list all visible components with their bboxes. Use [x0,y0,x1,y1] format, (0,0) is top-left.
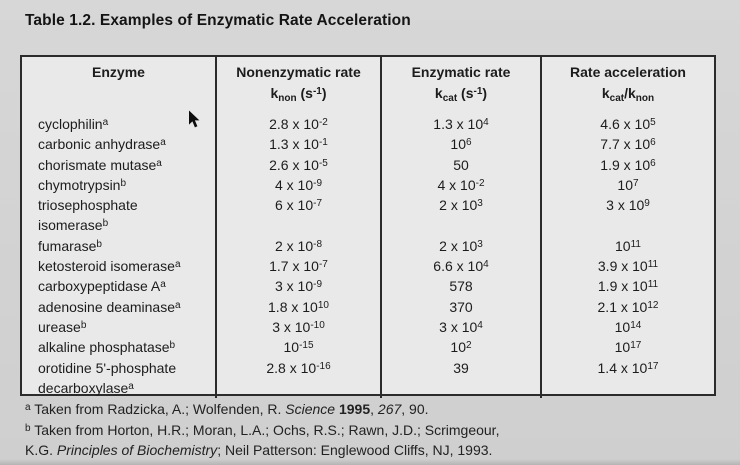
table-cell: 4 x 10-2 [437,176,485,193]
column-nonenzymatic-rate: Nonenzymatic rate knon (s-1) 2.8 x 10-2 1… [215,57,380,399]
table-cell [217,215,380,235]
column-nonenzymatic-rate-body: 2.8 x 10-2 1.3 x 10-1 2.6 x 10-5 4 x 10-9 6 … [217,103,380,398]
table-cell-enzyme: fumaraseb [38,237,102,254]
table-cell-enzyme: chorismate mutasea [38,156,162,173]
column-header-nonenzymatic-rate: Nonenzymatic rate knon (s-1) [217,57,380,103]
table-cell: 1.9 x 106 [600,156,656,173]
video-bottom-edge [0,459,740,465]
table-cell: 1.8 x 1010 [268,298,329,315]
footnotes: a Taken from Radzicka, A.; Wolfenden, R.… [25,399,725,461]
table-cell-enzyme: orotidine 5'-phosphate [38,359,177,376]
table-cell: 6.6 x 104 [433,258,489,275]
table-cell: 1.3 x 10-1 [269,136,328,153]
table-cell: 7.7 x 106 [600,136,656,153]
table-cell: 578 [449,278,473,295]
table-cell-enzyme: ketosteroid isomerasea [38,258,181,275]
table-cell-enzyme: carboxypeptidase Aa [38,278,166,295]
table-cell: 3 x 104 [439,318,483,335]
table-cell: 102 [450,339,472,356]
table-cell-enzyme: alkaline phosphataseb [38,339,176,356]
column-rate-acceleration: Rate acceleration kcat/knon 4.6 x 105 7.7… [540,57,714,399]
table-cell: 106 [450,136,472,153]
table-cell: 107 [617,176,639,193]
table-cell: 1017 [614,339,642,356]
table-cell: 6 x 10-7 [274,197,323,214]
column-header-enzymatic-rate-title: Enzymatic rate [411,64,511,80]
table-cell: 1.3 x 104 [433,116,489,132]
table-cell: 4 x 10-9 [274,176,323,193]
table-cell: 39 [453,359,469,376]
table-cell: 10-15 [283,339,314,356]
table-cell-enzyme: chymotrypsinb [38,176,127,193]
column-rate-acceleration-body: 4.6 x 105 7.7 x 106 1.9 x 106 107 3 x 109 10… [542,103,714,398]
table-cell: 50 [453,156,469,173]
column-enzyme: Enzyme cyclophilina carbonic anhydrasea ch… [22,57,215,398]
table-cell: 2.8 x 10-16 [266,359,331,376]
column-header-enzymatic-rate-sub: kcat (s-1) [434,84,488,104]
column-header-nonenzymatic-rate-sub: knon (s-1) [270,84,327,104]
table-cell: 2.8 x 10-2 [269,116,328,132]
table-cell-enzyme: cyclophilina [38,116,109,132]
table-cell: 2.1 x 1012 [597,298,659,315]
table-cell: 1014 [614,318,642,335]
page-title: Table 1.2. Examples of Enzymatic Rate Ac… [25,12,411,29]
table-cell: 2 x 10-8 [274,237,323,254]
column-header-rate-acceleration-title: Rate acceleration [570,64,686,80]
table-cell: 3.9 x 1011 [597,258,659,275]
column-enzymatic-rate-body: 1.3 x 104 106 50 4 x 10-2 2 x 103 2 x 103 6.6… [382,103,540,398]
column-header-rate-acceleration-sub: kcat/knon [601,84,655,104]
table-cell-enzyme: decarboxylasea [38,379,134,396]
data-table: Enzyme cyclophilina carbonic anhydrasea ch… [20,55,716,399]
table-cell: 3 x 109 [606,197,650,214]
column-header-enzyme: Enzyme [22,57,215,103]
table-cell: 2 x 103 [439,197,483,214]
footnote-a: a Taken from Radzicka, A.; Wolfenden, R.… [25,401,429,417]
table-cell-enzyme: carbonic anhydrasea [38,136,166,153]
table-cell: 1011 [615,237,641,254]
table-cell: 2 x 103 [439,237,483,254]
table-cell: 3 x 10-10 [272,318,325,335]
footnote-b-line2: K.G. Principles of Biochemistry; Neil Pa… [25,442,493,458]
table-cell [382,215,540,235]
column-header-enzyme-sub [22,83,215,104]
column-enzyme-body: cyclophilina carbonic anhydrasea chorismat… [22,103,215,398]
column-enzymatic-rate: Enzymatic rate kcat (s-1) 1.3 x 104 106 50… [380,57,540,399]
table-cell [382,378,540,398]
table-cell: 1.9 x 1011 [597,278,659,295]
footnote-b-line1: b Taken from Horton, H.R.; Moran, L.A.; … [25,421,500,438]
column-header-enzymatic-rate: Enzymatic rate kcat (s-1) [382,57,540,103]
table-cell: 4.6 x 105 [600,116,656,132]
column-header-nonenzymatic-rate-title: Nonenzymatic rate [236,64,361,80]
table-cell-enzyme: triosephosphate [38,197,138,214]
table-cell [542,378,714,398]
table-cell [217,378,380,398]
table-cell: 370 [449,298,473,315]
mouse-cursor-icon [188,110,201,129]
table-cell-enzyme: adenosine deaminasea [38,298,181,315]
table-cell: 3 x 10-9 [274,278,323,295]
column-header-enzyme-title: Enzyme [92,64,145,80]
table-cell: 1.4 x 1017 [597,359,659,376]
table-cell-enzyme: isomeraseb [38,217,109,234]
column-header-rate-acceleration: Rate acceleration kcat/knon [542,57,714,103]
table-cell-enzyme: ureaseb [38,318,87,335]
table-cell: 1.7 x 10-7 [269,258,328,275]
table-cell [542,215,714,235]
table-cell: 2.6 x 10-5 [269,156,328,173]
